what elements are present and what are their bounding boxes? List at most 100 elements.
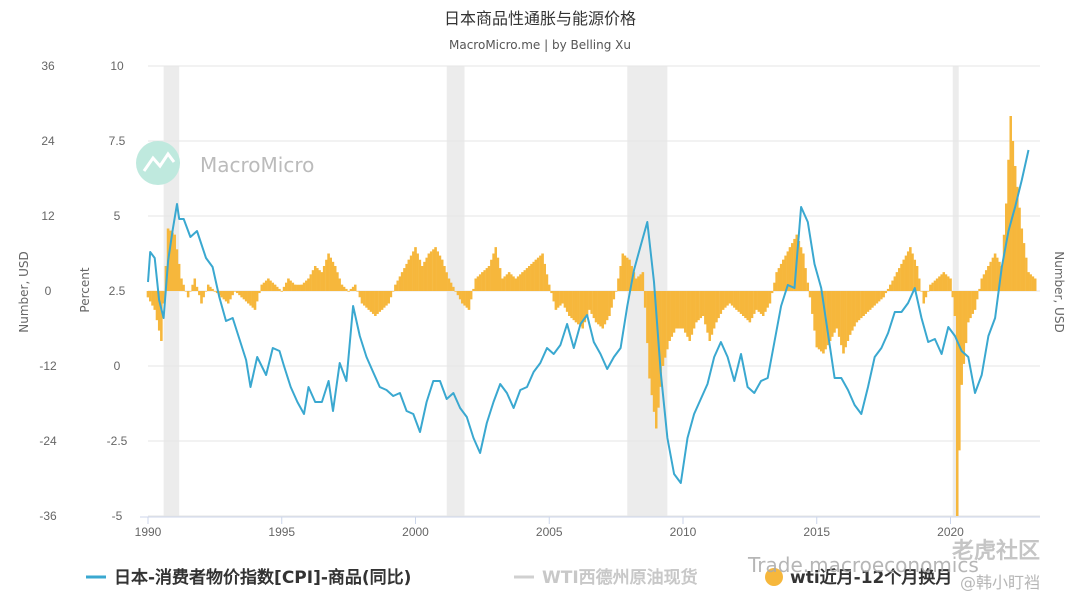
macromicro-logo-mark	[142, 151, 176, 172]
y-outer-tick-label: 0	[45, 284, 52, 298]
wti-roll-bar	[1002, 234, 1006, 291]
wti-roll-bar	[603, 291, 607, 325]
wti-roll-bar	[525, 268, 529, 291]
cpi-goods-line	[147, 149, 1030, 484]
wti-roll-bar	[848, 291, 852, 335]
wti-roll-bar	[730, 291, 734, 306]
wti-roll-bar	[472, 288, 475, 291]
wti-roll-bar	[759, 291, 763, 314]
wti-roll-bar	[648, 291, 651, 379]
wti-roll-bar	[478, 274, 482, 291]
watermark: MacroMicro	[136, 141, 314, 185]
wti-roll-bar	[271, 282, 275, 291]
wti-roll-bar	[349, 288, 353, 291]
wti-roll-bar	[282, 286, 286, 291]
wti-roll-bar	[342, 286, 346, 291]
wti-roll-bar	[735, 291, 738, 310]
wti-roll-bar	[483, 270, 486, 291]
wti-roll-bar	[157, 291, 161, 331]
wti-roll-bar	[320, 272, 324, 291]
wti-roll-bar	[347, 291, 350, 292]
footer-watermark-user: @韩小盯裆	[960, 573, 1040, 592]
wti-roll-bar	[748, 291, 752, 323]
wti-roll-bar	[316, 268, 319, 291]
wti-roll-bar	[1016, 186, 1019, 291]
wti-roll-bar	[663, 291, 667, 358]
wti-roll-bar	[695, 291, 698, 323]
wti-roll-bar	[1025, 257, 1028, 291]
wti-roll-bar	[666, 291, 669, 350]
wti-roll-bar	[637, 276, 640, 291]
wti-roll-bar	[922, 291, 925, 304]
wti-roll-bar	[721, 291, 725, 310]
wti-roll-bar	[539, 255, 542, 291]
wti-roll-bar	[233, 291, 237, 292]
wti-roll-bar	[877, 291, 881, 302]
wti-roll-bar	[775, 272, 778, 291]
wti-roll-bar	[766, 291, 769, 308]
y-outer-tick-label: -12	[39, 359, 57, 373]
wti-roll-bar	[153, 291, 156, 310]
x-tick-label: 2000	[402, 525, 429, 539]
wti-roll-bar	[568, 291, 571, 316]
wti-roll-bar	[276, 286, 279, 291]
wti-roll-bar	[383, 291, 386, 308]
wti-roll-bar	[264, 280, 268, 291]
wti-roll-bar	[853, 291, 856, 327]
wti-roll-bar	[753, 291, 756, 314]
wti-roll-bar	[601, 291, 604, 329]
wti-roll-bar	[247, 291, 250, 304]
wti-roll-bar	[597, 291, 600, 325]
wti-roll-bar	[927, 291, 930, 292]
wti-roll-bar	[256, 291, 259, 302]
wti-roll-bar	[496, 257, 500, 291]
x-tick-label: 1995	[268, 525, 295, 539]
wti-roll-bar	[590, 291, 593, 314]
wti-roll-bar	[953, 291, 957, 316]
wti-roll-bar	[951, 291, 954, 298]
wti-roll-bar	[463, 291, 466, 306]
wti-roll-bar	[1029, 274, 1032, 291]
wti-roll-bar	[356, 291, 359, 292]
legend-item-wti[interactable]: WTI西德州原油现货	[514, 567, 698, 588]
wti-roll-bar	[924, 291, 928, 298]
wti-roll-bar	[209, 286, 212, 291]
wti-roll-bar	[906, 251, 910, 291]
wti-roll-bar	[360, 291, 364, 304]
wti-roll-bar	[200, 291, 203, 304]
wti-roll-bar	[222, 291, 225, 300]
wti-roll-bar	[403, 268, 406, 291]
wti-roll-bar	[519, 274, 522, 291]
wti-roll-bar	[844, 291, 847, 348]
wti-roll-bar	[202, 291, 205, 298]
wti-roll-bar	[1007, 159, 1010, 291]
y-inner-tick-label: 2.5	[109, 284, 126, 298]
wti-roll-bar	[155, 291, 159, 321]
wti-roll-bar	[989, 261, 992, 291]
wti-roll-bar	[741, 291, 745, 316]
wti-roll-bar	[614, 291, 618, 292]
wti-roll-bar	[873, 291, 876, 306]
wti-roll-bar	[186, 291, 190, 298]
legend-item-cpi[interactable]: 日本-消费者物价指数[CPI]-商品(同比)	[86, 567, 411, 588]
wti-roll-bar	[485, 268, 489, 291]
wti-roll-bar	[1031, 276, 1035, 291]
wti-roll-bar	[737, 291, 740, 312]
wti-roll-bar	[940, 274, 943, 291]
wti-roll-bar	[960, 291, 963, 385]
wti-roll-bar	[733, 291, 736, 308]
wti-roll-bar	[978, 288, 981, 291]
wti-roll-bar	[806, 282, 810, 291]
legend[interactable]: 日本-消费者物价指数[CPI]-商品(同比) WTI西德州原油现货 wti近月-…	[86, 567, 952, 588]
wti-roll-bar	[476, 276, 480, 291]
wti-roll-bar	[367, 291, 370, 310]
wti-roll-bar	[835, 291, 839, 329]
wti-roll-bar	[204, 291, 208, 292]
wti-roll-bar	[668, 291, 671, 341]
wti-roll-bar	[269, 280, 272, 291]
y-outer-tick-label: 36	[41, 59, 55, 73]
legend-item-wti-roll[interactable]: wti近月-12个月换月	[765, 567, 952, 588]
wti-roll-bar	[195, 286, 199, 291]
wti-roll-bar	[206, 284, 210, 291]
wti-roll-bar	[262, 282, 266, 291]
